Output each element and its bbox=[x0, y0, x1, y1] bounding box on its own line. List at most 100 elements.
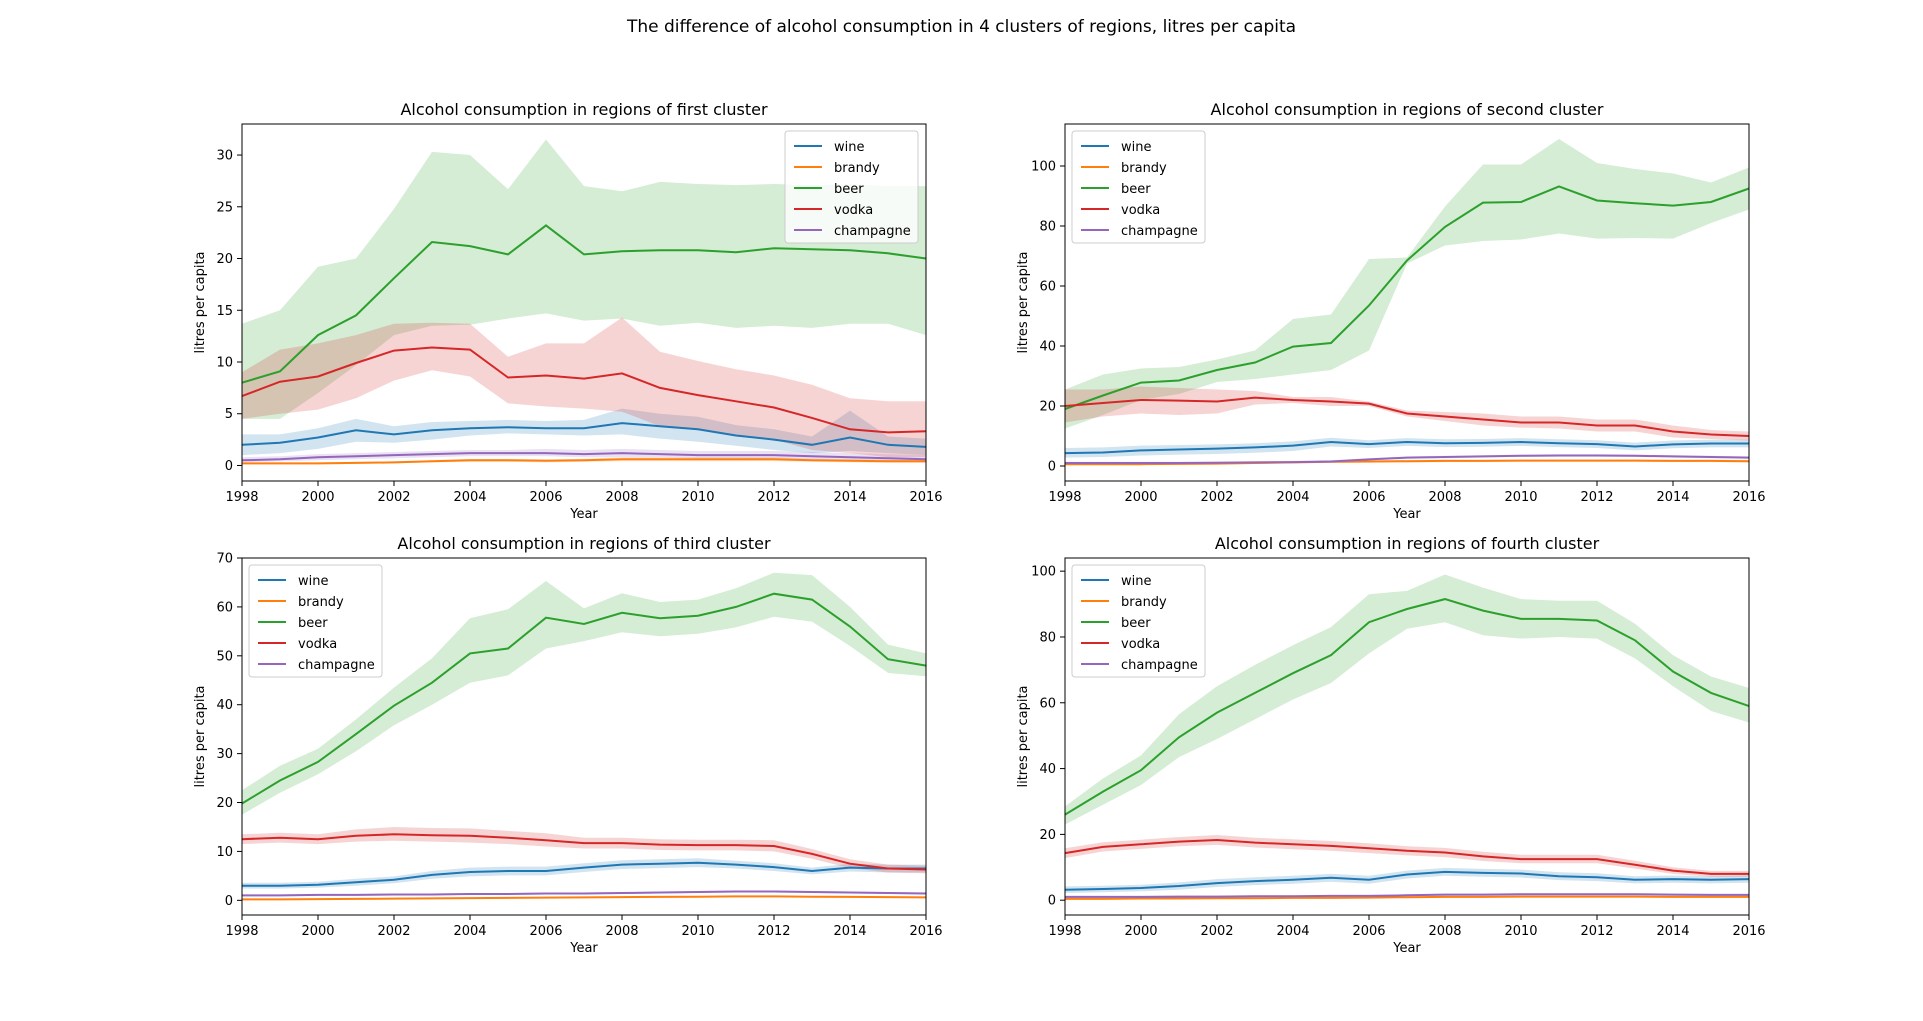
x-tick-label: 2004 bbox=[453, 924, 486, 939]
chart-panel-4: 1998 2000 2002 2004 2006 2008 2010 2012 2014 2016… bbox=[1016, 534, 1766, 956]
legend-label-brandy: brandy bbox=[1121, 595, 1167, 610]
x-tick-label: 2012 bbox=[1580, 924, 1613, 939]
legend-box bbox=[1071, 130, 1206, 244]
y-tick-label: 5 bbox=[225, 407, 233, 422]
x-tick-label: 2006 bbox=[529, 924, 562, 939]
y-tick-label: 10 bbox=[216, 845, 233, 860]
chart-panel-1: 1998 2000 2002 2004 2006 2008 2010 2012 2014 2016… bbox=[193, 100, 943, 522]
x-tick-label: 2016 bbox=[909, 924, 942, 939]
chart-title: Alcohol consumption in regions of fourth… bbox=[1215, 534, 1600, 553]
y-tick-label: 40 bbox=[1039, 762, 1056, 777]
x-axis-label: Year bbox=[1392, 507, 1421, 522]
x-tick-label: 2002 bbox=[377, 924, 410, 939]
x-tick-label: 1998 bbox=[225, 924, 258, 939]
ci-band-beer bbox=[1065, 139, 1749, 429]
y-tick-label: 60 bbox=[1039, 696, 1056, 711]
y-tick-label: 100 bbox=[1031, 565, 1056, 580]
axes-frame bbox=[241, 123, 927, 482]
x-tick-label: 2008 bbox=[605, 924, 638, 939]
series-line-brandy bbox=[242, 458, 926, 465]
x-tick-label: 2014 bbox=[833, 924, 866, 939]
x-axis-label: Year bbox=[1392, 941, 1421, 956]
x-tick-label: 2016 bbox=[909, 490, 942, 505]
legend-label-wine: wine bbox=[298, 574, 328, 589]
x-tick-label: 2002 bbox=[377, 490, 410, 505]
y-tick-label: 80 bbox=[1039, 220, 1056, 235]
x-tick-label: 2000 bbox=[1124, 924, 1157, 939]
x-tick-label: 2010 bbox=[681, 924, 714, 939]
legend-label-vodka: vodka bbox=[298, 637, 337, 652]
series-line-beer bbox=[1064, 185, 1750, 410]
ci-band-wine bbox=[242, 408, 926, 456]
x-tick-label: 2004 bbox=[1276, 490, 1309, 505]
y-tick-label: 0 bbox=[1048, 894, 1056, 909]
series-line-wine bbox=[1064, 440, 1749, 455]
x-tick-label: 2010 bbox=[1504, 490, 1537, 505]
x-tick-label: 2008 bbox=[1428, 490, 1461, 505]
series-line-beer bbox=[241, 592, 927, 805]
x-tick-label: 2012 bbox=[1580, 490, 1613, 505]
x-axis-label: Year bbox=[569, 507, 598, 522]
ci-band-beer bbox=[1065, 574, 1749, 825]
y-tick-label: 0 bbox=[1048, 460, 1056, 475]
x-tick-label: 2006 bbox=[529, 490, 562, 505]
x-tick-label: 2006 bbox=[1352, 924, 1385, 939]
x-tick-label: 2002 bbox=[1200, 924, 1233, 939]
x-axis-label: Year bbox=[569, 941, 598, 956]
legend-label-champagne: champagne bbox=[834, 224, 911, 239]
legend-label-wine: wine bbox=[1121, 140, 1151, 155]
y-tick-label: 60 bbox=[216, 600, 233, 615]
legend-label-champagne: champagne bbox=[298, 658, 375, 673]
series-line-beer bbox=[241, 224, 927, 384]
x-tick-label: 2014 bbox=[833, 490, 866, 505]
legend-label-champagne: champagne bbox=[1121, 224, 1198, 239]
x-tick-label: 2008 bbox=[605, 490, 638, 505]
legend-label-vodka: vodka bbox=[1121, 637, 1160, 652]
x-tick-label: 1998 bbox=[225, 490, 258, 505]
legend-box bbox=[1071, 564, 1206, 678]
x-tick-label: 2010 bbox=[681, 490, 714, 505]
y-tick-label: 20 bbox=[216, 796, 233, 811]
chart-title: Alcohol consumption in regions of second… bbox=[1211, 100, 1604, 119]
series-line-brandy bbox=[1065, 895, 1749, 900]
series-line-wine bbox=[242, 861, 926, 887]
y-tick-label: 0 bbox=[225, 459, 233, 474]
axes-frame bbox=[241, 557, 927, 916]
y-tick-label: 40 bbox=[216, 698, 233, 713]
chart-panel-3: 1998 2000 2002 2004 2006 2008 2010 2012 2014 2016… bbox=[193, 534, 943, 956]
series-line-vodka bbox=[241, 346, 927, 434]
y-tick-label: 30 bbox=[216, 149, 233, 164]
y-axis-label: litres per capita bbox=[1016, 251, 1031, 353]
legend-label-brandy: brandy bbox=[298, 595, 344, 610]
legend-box bbox=[248, 564, 383, 678]
legend: wine brandy beer vodka champagne bbox=[1071, 564, 1206, 678]
y-tick-label: 0 bbox=[225, 894, 233, 909]
y-tick-label: 50 bbox=[216, 649, 233, 664]
x-tick-label: 2004 bbox=[453, 490, 486, 505]
x-tick-label: 1998 bbox=[1048, 490, 1081, 505]
y-tick-label: 20 bbox=[1039, 400, 1056, 415]
y-tick-label: 10 bbox=[216, 356, 233, 371]
ci-band-beer bbox=[242, 572, 926, 815]
series-line-champagne bbox=[241, 452, 927, 462]
axes-frame bbox=[1064, 123, 1750, 482]
x-tick-label: 2008 bbox=[1428, 924, 1461, 939]
x-tick-label: 2012 bbox=[757, 490, 790, 505]
legend-label-beer: beer bbox=[834, 182, 864, 197]
x-tick-label: 2004 bbox=[1276, 924, 1309, 939]
series-line-champagne bbox=[1065, 893, 1749, 898]
y-tick-label: 20 bbox=[1039, 828, 1056, 843]
y-tick-label: 80 bbox=[1039, 630, 1056, 645]
y-axis-label: litres per capita bbox=[1016, 685, 1031, 787]
y-tick-label: 25 bbox=[216, 200, 233, 215]
axes-frame bbox=[1064, 557, 1750, 916]
x-tick-label: 1998 bbox=[1048, 924, 1081, 939]
series-line-brandy bbox=[242, 895, 927, 901]
ci-band-beer bbox=[242, 139, 926, 419]
y-tick-label: 15 bbox=[216, 304, 233, 319]
series-line-vodka bbox=[1064, 838, 1749, 875]
legend-label-vodka: vodka bbox=[1121, 203, 1160, 218]
y-tick-label: 100 bbox=[1031, 160, 1056, 175]
ci-band-champagne bbox=[242, 448, 926, 463]
